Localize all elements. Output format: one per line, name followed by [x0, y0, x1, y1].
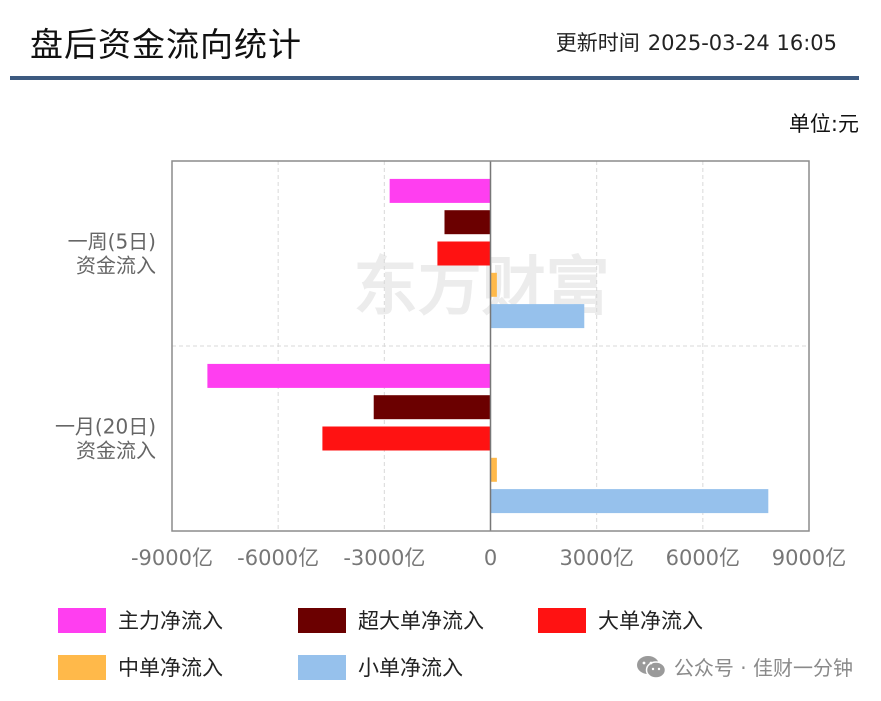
- x-tick-label: 9000亿: [772, 546, 846, 570]
- bar-1-4: [490, 272, 497, 297]
- legend-item: 小单净流入: [298, 651, 463, 683]
- category-label: 资金流入: [76, 439, 156, 463]
- x-tick-label: 0: [484, 546, 497, 570]
- bar-2-2: [373, 395, 491, 420]
- update-time-label: 更新时间: [555, 31, 640, 55]
- wechat-icon: [636, 655, 666, 679]
- legend-label: 超大单净流入: [358, 609, 484, 633]
- x-tick-label: -6000亿: [237, 546, 319, 570]
- plot-frame: [171, 160, 810, 532]
- legend-swatch: [58, 607, 106, 633]
- legend-item: 大单净流入: [538, 604, 703, 636]
- legend-item: 中单净流入: [58, 651, 223, 683]
- legend-swatch: [58, 654, 106, 680]
- x-tick-label: 3000亿: [559, 546, 633, 570]
- bar-2-4: [490, 457, 497, 482]
- legend-label: 中单净流入: [118, 656, 223, 680]
- bar-2-1: [207, 363, 491, 388]
- bar-2-5: [490, 489, 769, 514]
- bar-1-3: [437, 241, 491, 266]
- legend-label: 小单净流入: [358, 656, 463, 680]
- legend-item: 超大单净流入: [298, 604, 484, 636]
- category-label: 一周(5日): [68, 230, 156, 254]
- wechat-text: 公众号 · 佳财一分钟: [673, 656, 853, 680]
- bar-1-5: [490, 304, 585, 329]
- legend-label: 大单净流入: [598, 609, 703, 633]
- bar-1-1: [389, 178, 491, 203]
- category-label: 一月(20日): [55, 415, 156, 439]
- wechat-attribution: 公众号 · 佳财一分钟: [636, 652, 853, 681]
- update-time-value: 2025-03-24 16:05: [647, 31, 837, 55]
- bar-1-2: [444, 210, 491, 235]
- x-tick-label: -3000亿: [343, 546, 425, 570]
- chart-legend: 主力净流入 超大单净流入 大单净流入中单净流入 小单净流入: [58, 604, 703, 694]
- legend-swatch: [298, 607, 346, 633]
- legend-swatch: [538, 607, 586, 633]
- category-label: 资金流入: [76, 254, 156, 278]
- legend-item: 主力净流入: [58, 604, 223, 636]
- legend-swatch: [298, 654, 346, 680]
- legend-label: 主力净流入: [118, 609, 223, 633]
- update-time-info: 更新时间 2025-03-24 16:05: [556, 27, 837, 57]
- page-title: 盘后资金流向统计: [30, 25, 302, 64]
- unit-label: 单位:元: [788, 112, 859, 136]
- x-tick-label: -9000亿: [131, 546, 213, 570]
- page-header: 盘后资金流向统计 更新时间 2025-03-24 16:05: [10, 0, 859, 80]
- x-tick-label: 6000亿: [666, 546, 740, 570]
- bar-2-3: [322, 426, 491, 451]
